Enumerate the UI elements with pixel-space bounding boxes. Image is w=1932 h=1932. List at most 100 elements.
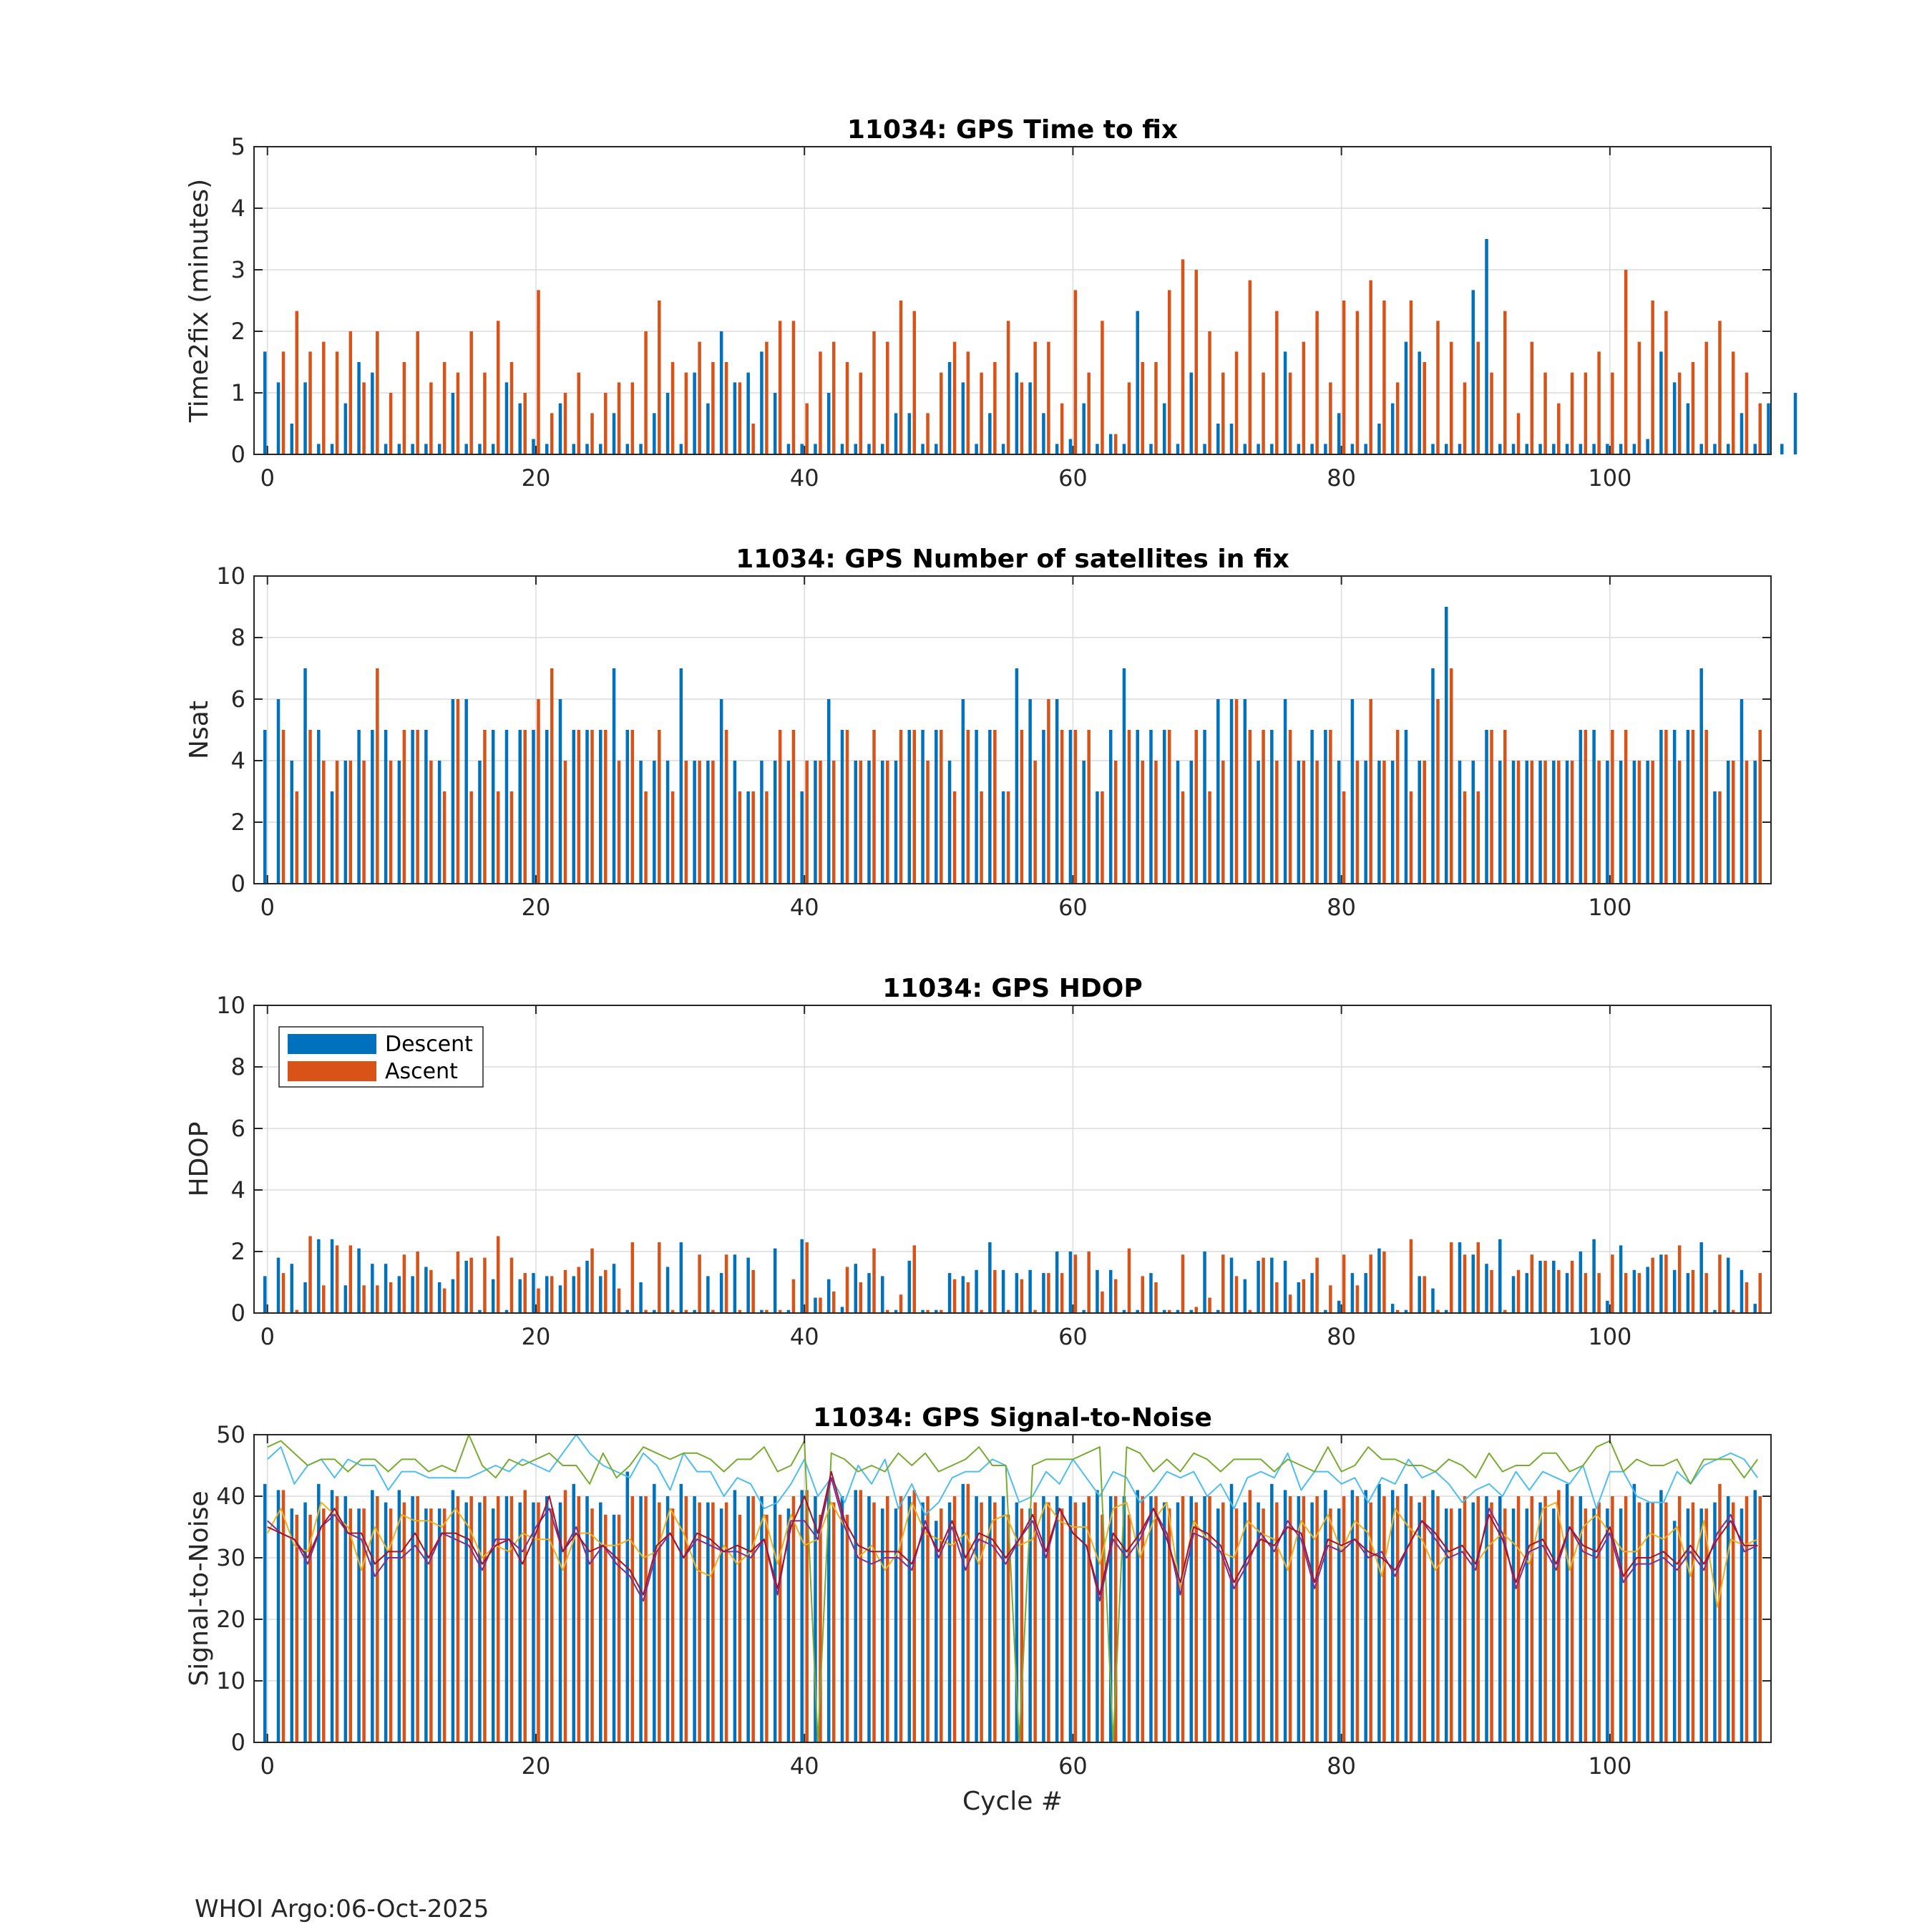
bar-ascent xyxy=(295,1514,299,1742)
x-tick-label: 40 xyxy=(790,894,819,921)
snr-line-2 xyxy=(267,1434,1759,1743)
bar-descent xyxy=(1189,372,1194,454)
bar-ascent xyxy=(1718,791,1722,884)
bar-ascent xyxy=(456,699,460,884)
x-tick-label: 100 xyxy=(1588,894,1631,921)
bar-descent xyxy=(639,1282,643,1313)
bar-descent xyxy=(303,1502,307,1742)
bar-ascent xyxy=(1113,434,1118,454)
bar-ascent xyxy=(831,341,836,454)
bar-descent xyxy=(1082,403,1085,454)
bar-ascent xyxy=(778,1309,782,1313)
bar-descent xyxy=(1364,761,1367,884)
bar-ascent xyxy=(1503,1309,1507,1313)
bar-descent xyxy=(1015,1502,1019,1742)
plot-area xyxy=(254,1005,1771,1313)
bar-descent xyxy=(719,699,723,884)
chart-panel-4: 0 20 40 60 80 100 0 10 20 30 40 50 11034: GPS Signal… xyxy=(185,1403,1772,1816)
plot-area xyxy=(254,1435,1771,1742)
bar-ascent xyxy=(1047,699,1050,884)
bar-descent xyxy=(826,1279,831,1313)
bar-ascent xyxy=(926,413,930,454)
bar-descent xyxy=(988,1242,992,1313)
bar-descent xyxy=(1458,444,1462,454)
bar-descent xyxy=(719,1508,723,1742)
bar-descent xyxy=(706,1502,710,1742)
bar-ascent xyxy=(1329,382,1332,454)
bar-ascent xyxy=(940,372,943,454)
bar-descent xyxy=(665,1496,670,1742)
bar-descent xyxy=(1390,1490,1395,1742)
x-tick-label: 0 xyxy=(260,894,275,921)
bar-ascent xyxy=(899,730,903,884)
bar-descent xyxy=(491,1508,495,1742)
chart-panel-1: 0 20 40 60 80 100 0 1 2 3 4 5 11034: GPS Time to fix… xyxy=(185,115,1797,492)
bar-descent xyxy=(290,1508,294,1742)
bar-descent xyxy=(1404,730,1408,884)
bar-descent xyxy=(840,730,844,884)
bar-descent xyxy=(1149,1273,1153,1313)
bar-ascent xyxy=(1355,761,1360,884)
bar-ascent xyxy=(1073,290,1078,454)
bar-descent xyxy=(894,1508,898,1742)
bar-ascent xyxy=(550,413,554,454)
bar-descent xyxy=(1606,1508,1609,1742)
y-axis-label: Nsat xyxy=(185,701,214,759)
bar-descent xyxy=(290,761,294,884)
bar-descent xyxy=(545,1496,549,1742)
bar-descent xyxy=(665,393,670,454)
bar-ascent xyxy=(1369,1254,1372,1313)
bar-ascent xyxy=(926,1309,930,1313)
bar-descent xyxy=(1176,761,1180,884)
bar-ascent xyxy=(1302,341,1306,454)
bar-descent xyxy=(1740,1508,1744,1742)
bar-ascent xyxy=(442,1508,447,1742)
bar-descent xyxy=(1444,1309,1448,1313)
bar-descent xyxy=(1511,761,1516,884)
bar-descent xyxy=(1203,1496,1206,1742)
bar-descent xyxy=(867,1273,871,1313)
bar-ascent xyxy=(1248,1490,1252,1742)
bar-ascent xyxy=(1637,761,1641,884)
bar-ascent xyxy=(1677,761,1682,884)
bar-ascent xyxy=(1570,761,1574,884)
bar-ascent xyxy=(1584,1508,1588,1742)
bar-descent xyxy=(1511,1508,1516,1742)
bar-ascent xyxy=(1382,1496,1386,1742)
bar-descent xyxy=(1216,699,1220,884)
bar-ascent xyxy=(1490,1269,1493,1313)
bar-descent xyxy=(1028,1508,1032,1742)
bar-descent xyxy=(518,1502,522,1742)
bar-ascent xyxy=(1476,1496,1480,1742)
bar-descent xyxy=(1176,444,1180,454)
y-tick-label: 40 xyxy=(216,1483,245,1510)
bar-ascent xyxy=(819,761,822,884)
bar-descent xyxy=(1149,730,1153,884)
bar-ascent xyxy=(1221,761,1225,884)
bar-descent xyxy=(1297,1282,1301,1313)
bar-ascent xyxy=(335,761,339,884)
bar-descent xyxy=(437,444,441,454)
bar-ascent xyxy=(1704,730,1708,884)
bar-ascent xyxy=(483,1257,487,1313)
bar-ascent xyxy=(1677,1245,1682,1313)
bar-descent xyxy=(1028,382,1032,454)
bar-ascent xyxy=(429,1508,433,1742)
bar-descent xyxy=(1122,1309,1126,1313)
bar-descent xyxy=(1632,1483,1636,1742)
bar-descent xyxy=(1243,1279,1247,1313)
bar-ascent xyxy=(1731,1309,1735,1313)
bar-descent xyxy=(1726,761,1730,884)
bar-descent xyxy=(1136,1309,1139,1313)
bar-ascent xyxy=(1745,1496,1749,1742)
bar-ascent xyxy=(1006,1514,1010,1742)
bar-ascent xyxy=(872,1502,876,1742)
axes-box xyxy=(253,575,1772,884)
bar-descent xyxy=(1753,761,1757,884)
bar-ascent xyxy=(670,1508,675,1742)
bar-ascent xyxy=(1275,1282,1279,1313)
bar-ascent xyxy=(590,413,594,454)
bar-descent xyxy=(1579,444,1583,454)
bar-descent xyxy=(1619,444,1623,454)
